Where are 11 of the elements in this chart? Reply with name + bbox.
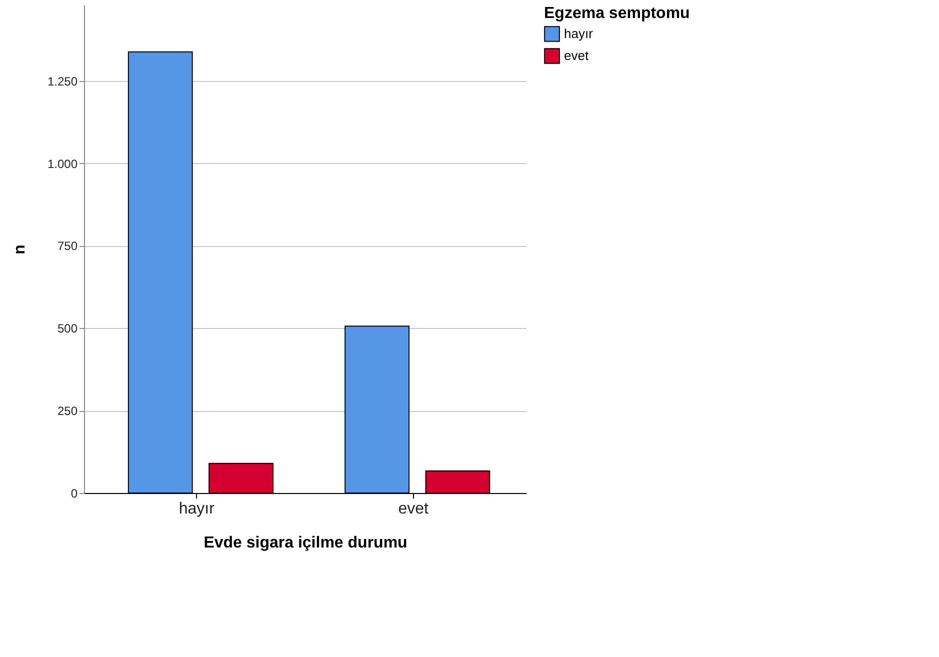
x-axis-title: Evde sigara içilme durumu [204,534,408,552]
legend-label: evet [564,48,589,63]
y-tick-label: 0 [70,486,78,500]
y-tick-label: 750 [57,239,78,254]
y-tick-label: 1.250 [47,74,78,88]
y-tick-label: 500 [57,322,78,336]
y-axis-title: n [11,244,28,254]
y-tick-label: 250 [57,404,78,418]
y-tick-label: 1.000 [47,156,78,171]
legend-title: Egzema semptomu [544,5,690,22]
legend-label: hayır [564,26,594,41]
